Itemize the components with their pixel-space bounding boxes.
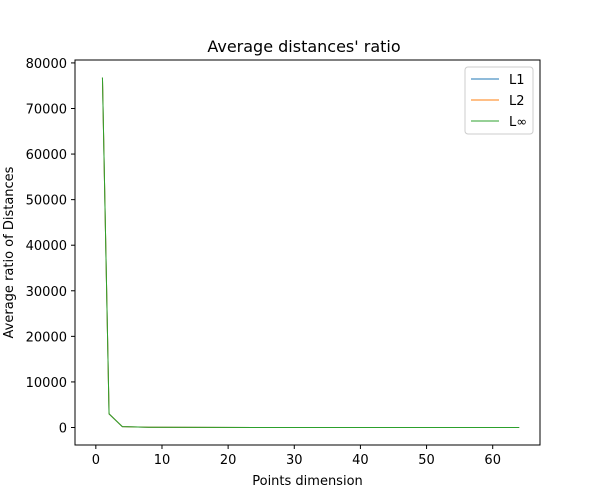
x-tick-label: 20 bbox=[220, 453, 237, 468]
legend-label-0: L1 bbox=[509, 73, 525, 88]
y-tick-label: 0 bbox=[59, 422, 67, 437]
chart-title: Average distances' ratio bbox=[207, 37, 400, 56]
series-layer bbox=[101, 77, 520, 428]
x-axis-label: Points dimension bbox=[252, 474, 363, 489]
x-tick-label: 0 bbox=[92, 453, 100, 468]
x-tick-label: 40 bbox=[352, 453, 369, 468]
legend: L1 L2 L∞ bbox=[464, 66, 534, 135]
y-tick-label: 80000 bbox=[26, 57, 67, 72]
x-axis: 0 10 20 30 40 50 60 bbox=[92, 445, 501, 468]
y-tick-label: 60000 bbox=[26, 148, 67, 163]
legend-items: L1 L2 L∞ bbox=[471, 73, 527, 130]
y-tick-label: 30000 bbox=[26, 285, 67, 300]
y-axis: 0 10000 20000 30000 40000 50000 60000 70000 8000… bbox=[26, 57, 75, 437]
legend-label-2: L∞ bbox=[509, 115, 527, 130]
series-line-2 bbox=[101, 77, 520, 428]
y-tick-label: 70000 bbox=[26, 102, 67, 117]
x-tick-label: 30 bbox=[286, 453, 303, 468]
y-tick-label: 10000 bbox=[26, 376, 67, 391]
series-line-0 bbox=[101, 77, 520, 428]
y-tick-label: 20000 bbox=[26, 330, 67, 345]
y-tick-label: 50000 bbox=[26, 194, 67, 209]
series-line-1 bbox=[101, 77, 520, 428]
y-tick-label: 40000 bbox=[26, 239, 67, 254]
y-axis-label: Average ratio of Distances bbox=[2, 166, 17, 338]
x-tick-label: 50 bbox=[418, 453, 435, 468]
x-tick-label: 60 bbox=[484, 453, 501, 468]
x-tick-label: 10 bbox=[154, 453, 171, 468]
legend-label-1: L2 bbox=[509, 94, 525, 109]
plot-frame bbox=[74, 59, 541, 446]
